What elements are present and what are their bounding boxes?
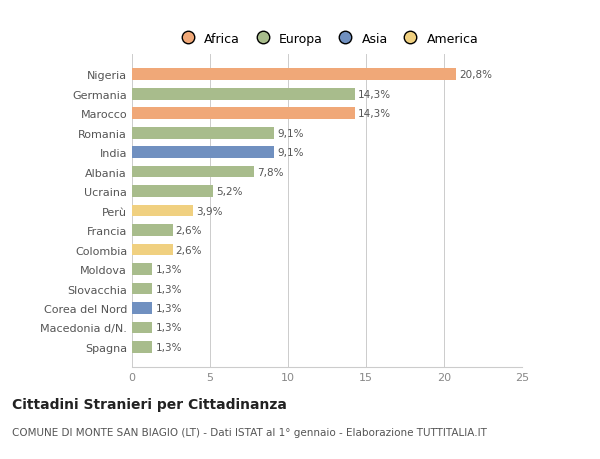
Bar xyxy=(132,283,152,295)
Bar xyxy=(132,225,173,236)
Bar xyxy=(132,205,193,217)
Text: COMUNE DI MONTE SAN BIAGIO (LT) - Dati ISTAT al 1° gennaio - Elaborazione TUTTIT: COMUNE DI MONTE SAN BIAGIO (LT) - Dati I… xyxy=(12,427,487,437)
Bar xyxy=(132,69,457,81)
Bar xyxy=(132,108,355,120)
Text: 1,3%: 1,3% xyxy=(155,264,182,274)
Text: 7,8%: 7,8% xyxy=(257,167,283,177)
Text: 14,3%: 14,3% xyxy=(358,90,391,100)
Text: 20,8%: 20,8% xyxy=(460,70,493,80)
Bar xyxy=(132,128,274,139)
Bar xyxy=(132,302,152,314)
Bar xyxy=(132,263,152,275)
Text: 1,3%: 1,3% xyxy=(155,284,182,294)
Text: 9,1%: 9,1% xyxy=(277,148,304,158)
Text: Cittadini Stranieri per Cittadinanza: Cittadini Stranieri per Cittadinanza xyxy=(12,397,287,411)
Bar xyxy=(132,244,173,256)
Text: 9,1%: 9,1% xyxy=(277,129,304,139)
Bar xyxy=(132,186,213,197)
Text: 5,2%: 5,2% xyxy=(216,187,243,197)
Text: 14,3%: 14,3% xyxy=(358,109,391,119)
Text: 1,3%: 1,3% xyxy=(155,323,182,333)
Bar xyxy=(132,322,152,334)
Bar xyxy=(132,89,355,101)
Bar xyxy=(132,341,152,353)
Bar xyxy=(132,147,274,159)
Legend: Africa, Europa, Asia, America: Africa, Europa, Asia, America xyxy=(173,30,481,48)
Text: 1,3%: 1,3% xyxy=(155,303,182,313)
Bar xyxy=(132,167,254,178)
Text: 3,9%: 3,9% xyxy=(196,206,223,216)
Text: 2,6%: 2,6% xyxy=(176,245,202,255)
Text: 2,6%: 2,6% xyxy=(176,225,202,235)
Text: 1,3%: 1,3% xyxy=(155,342,182,352)
